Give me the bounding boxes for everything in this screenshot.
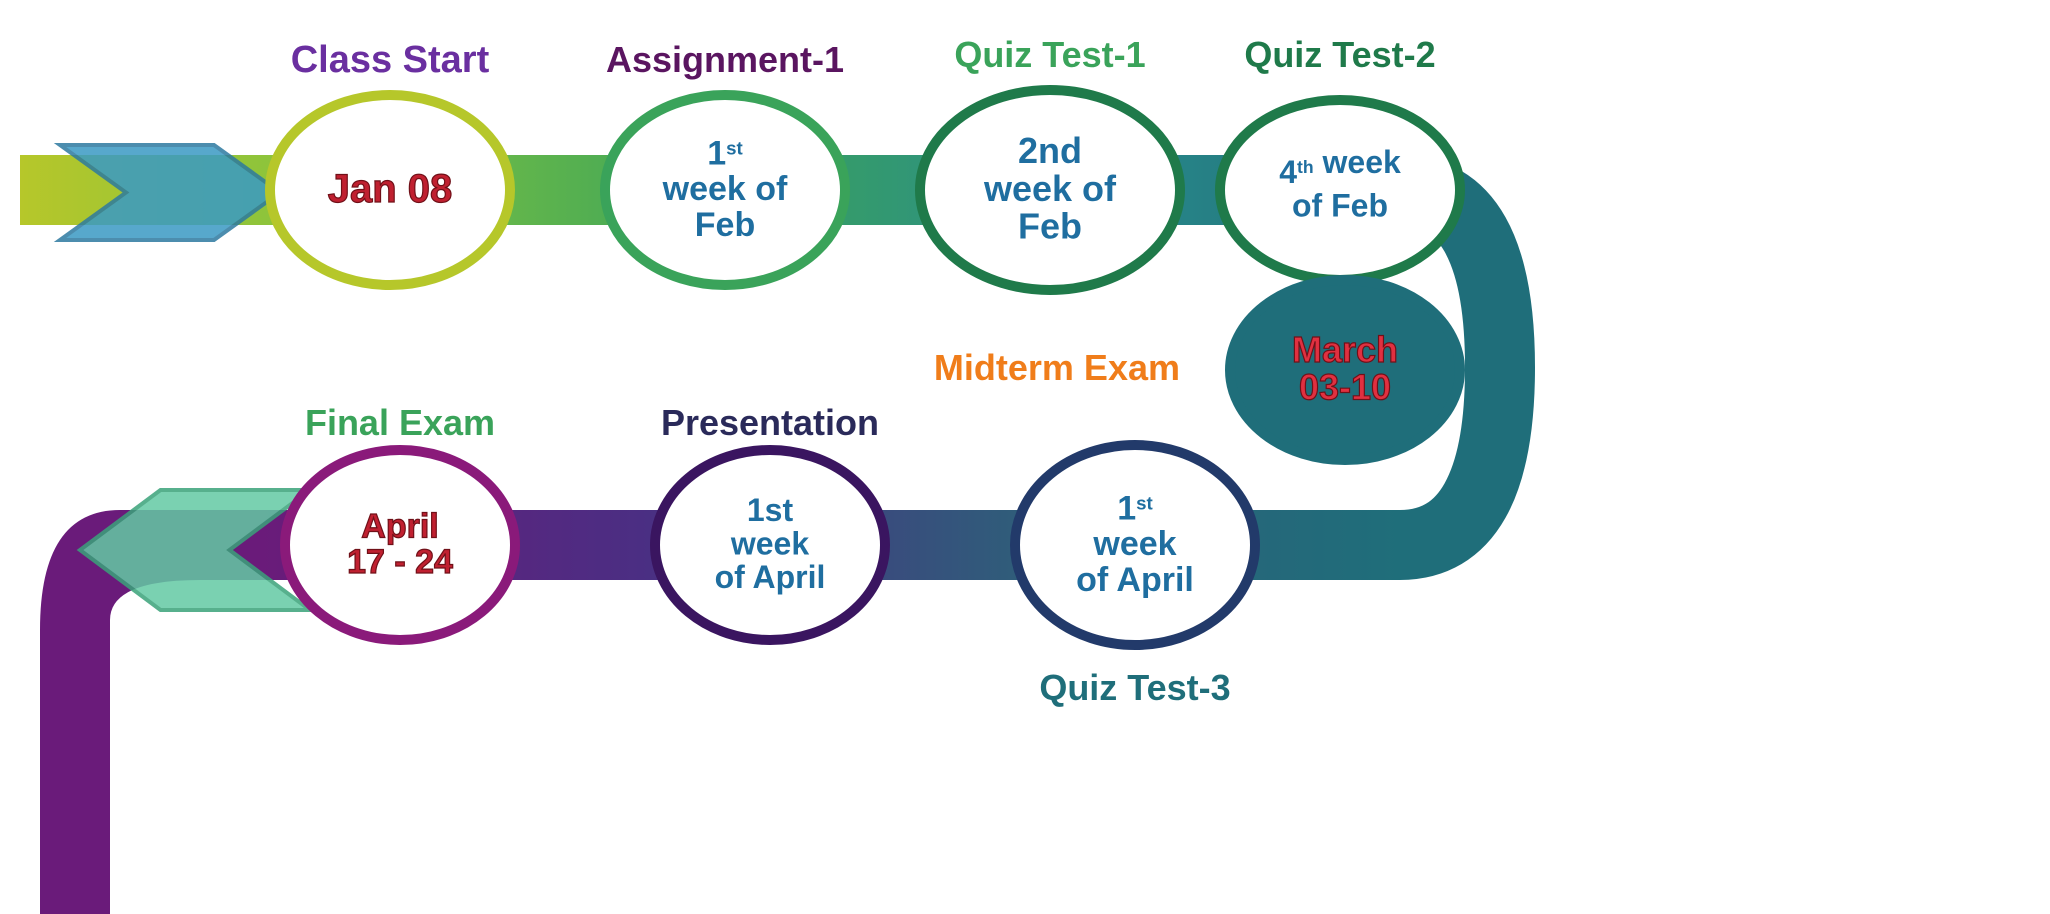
- node-title: Quiz Test-2: [1244, 34, 1435, 75]
- node-midterm: Midterm Exam March03-10: [934, 280, 1460, 460]
- node-value-line: week: [1092, 525, 1176, 563]
- node-value-line: 2nd: [1018, 130, 1082, 171]
- node-value-line: April: [361, 507, 438, 545]
- node-quiz-3: Quiz Test-31stweekof April: [1015, 445, 1255, 708]
- node-assignment-1: Assignment-11stweek ofFeb: [605, 39, 845, 285]
- node-value-line: 03-10: [1299, 367, 1391, 408]
- node-title: Final Exam: [305, 402, 495, 443]
- node-title: Assignment-1: [606, 39, 844, 80]
- node-value-line: of April: [1076, 561, 1194, 599]
- node-final-exam: Final Exam April17 - 24: [285, 402, 515, 640]
- node-title: Presentation: [661, 402, 879, 443]
- node-quiz-2: Quiz Test-24th weekof Feb: [1220, 34, 1460, 280]
- node-value-line: Feb: [1018, 206, 1082, 247]
- node-presentation: Presentation 1stweekof April: [655, 402, 885, 640]
- node-value-line: week of: [983, 168, 1117, 209]
- node-title: Class Start: [291, 39, 490, 81]
- timeline-diagram: Class StartJan 08Assignment-11stweek ofF…: [0, 0, 2050, 914]
- node-value-line: of Feb: [1292, 187, 1388, 223]
- node-class-start: Class Start Jan 08: [270, 39, 510, 285]
- node-value-line: 1st: [747, 492, 794, 528]
- node-title: Midterm Exam: [934, 347, 1180, 388]
- node-value-line: week of: [662, 170, 788, 208]
- node-value-line: Feb: [695, 206, 755, 244]
- node-value-line: Jan 08: [328, 167, 453, 211]
- node-value-line: week: [730, 526, 809, 562]
- node-quiz-1: Quiz Test-1 2ndweek ofFeb: [920, 34, 1180, 290]
- node-value-line: March: [1292, 329, 1398, 370]
- node-title: Quiz Test-1: [954, 34, 1145, 75]
- node-value-line: 17 - 24: [347, 543, 453, 581]
- node-value-line: of April: [715, 559, 826, 595]
- node-title: Quiz Test-3: [1039, 667, 1230, 708]
